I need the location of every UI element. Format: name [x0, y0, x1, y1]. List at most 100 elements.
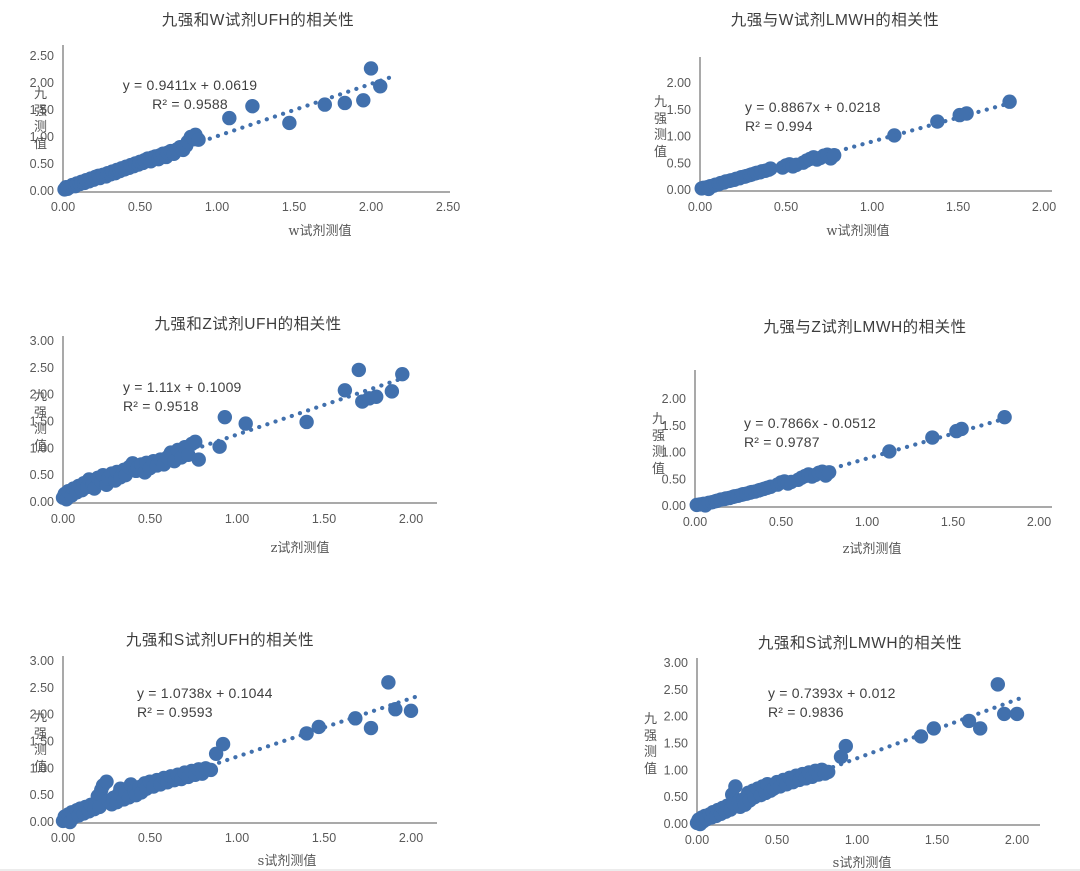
data-point	[212, 439, 227, 454]
y-tick-label: 0.50	[667, 156, 691, 170]
data-point	[838, 738, 853, 754]
data-point	[913, 729, 929, 744]
x-tick-label: 2.00	[1005, 833, 1029, 847]
x-tick-label: 2.00	[399, 831, 423, 845]
scatter-plot-svg: 0.00 0.50 1.00 1.50 2.00 2.50 3.00 0.00 0.50 1.00…	[664, 656, 1040, 847]
scatter-plot-svg: 0.00 0.50 1.00 1.50 2.00 2.50 3.00 0.00 0.50 1.00…	[30, 654, 437, 845]
data-point	[299, 414, 314, 430]
chart-title: 九强和S试剂UFH的相关性	[125, 632, 315, 649]
y-tick-label: 0.00	[662, 499, 686, 513]
x-tick-label: 0.50	[769, 515, 793, 529]
r-squared-text: R² = 0.9787	[744, 434, 820, 450]
data-point	[997, 706, 1012, 722]
x-tick-label: 1.50	[941, 515, 965, 529]
x-tick-label: 0.50	[774, 200, 798, 214]
x-tick-label: 1.00	[855, 515, 879, 529]
chart-title: 九强与Z试剂LMWH的相关性	[763, 319, 967, 336]
y-axis-label: 九强测值	[653, 95, 667, 160]
x-axis-label: w试剂测值	[288, 224, 352, 239]
data-point	[403, 703, 419, 719]
y-axis-label: 九强测值	[33, 87, 47, 152]
x-tick-label: 1.00	[225, 512, 249, 526]
data-point	[1009, 706, 1025, 722]
data-point	[191, 132, 206, 147]
y-tick-label: 0.50	[30, 468, 54, 482]
x-tick-label: 1.00	[860, 200, 884, 214]
x-tick-label: 2.50	[436, 200, 460, 214]
data-point	[222, 110, 237, 126]
data-point	[381, 675, 396, 690]
x-tick-label: 1.50	[282, 200, 306, 214]
data-point	[191, 452, 206, 467]
x-axis-label: z试剂测值	[270, 541, 330, 556]
x-tick-label: 0.00	[51, 200, 75, 214]
scatter-plot-svg: 0.00 0.50 1.00 1.50 2.00 2.50 0.00 0.50 1.00 1.50…	[30, 45, 460, 214]
x-tick-label: 0.00	[685, 833, 709, 847]
r-squared-text: R² = 0.9588	[152, 96, 228, 112]
x-tick-label: 2.00	[359, 200, 383, 214]
r-squared-text: R² = 0.9836	[768, 704, 844, 720]
trendline	[208, 693, 422, 768]
data-point	[1002, 94, 1017, 109]
data-point	[337, 383, 353, 398]
data-point	[728, 779, 743, 794]
y-tick-label: 0.50	[30, 157, 54, 171]
data-point	[351, 362, 366, 378]
data-point	[373, 79, 388, 94]
y-tick-label: 1.50	[667, 103, 691, 117]
y-tick-label: 3.00	[664, 656, 688, 670]
x-tick-label: 0.50	[765, 833, 789, 847]
data-point	[356, 93, 371, 108]
x-tick-label: 0.50	[138, 512, 162, 526]
x-tick-label: 1.00	[205, 200, 229, 214]
x-tick-label: 0.00	[688, 200, 712, 214]
y-tick-label: 2.50	[664, 683, 688, 697]
x-tick-label: 1.00	[225, 831, 249, 845]
y-tick-label: 2.50	[30, 361, 54, 375]
chart-panel-s-lmwh: 0.00 0.50 1.00 1.50 2.00 2.50 3.00 0.00 0.50 1.00…	[540, 598, 1080, 871]
trendline	[830, 694, 1028, 770]
data-point	[217, 409, 233, 425]
equation-text: y = 1.0738x + 0.1044	[137, 685, 273, 701]
trendline-equation: y = 0.8867x + 0.0218 R² = 0.994	[745, 98, 881, 136]
trendline-equation: y = 0.7866x - 0.0512 R² = 0.9787	[744, 414, 876, 452]
r-squared-text: R² = 0.9518	[123, 398, 199, 414]
y-tick-label: 0.00	[30, 184, 54, 198]
equation-text: y = 0.7393x + 0.012	[768, 685, 896, 701]
data-point	[299, 726, 314, 741]
data-point	[99, 774, 114, 789]
y-tick-label: 2.00	[30, 76, 54, 90]
y-tick-label: 1.00	[30, 441, 54, 455]
y-axis-label: 九强测值	[33, 389, 47, 454]
x-tick-label: 1.50	[946, 200, 970, 214]
x-tick-label: 1.50	[925, 833, 949, 847]
y-tick-label: 0.50	[662, 472, 686, 486]
data-point	[245, 99, 260, 114]
chart-panel-w-lmwh: 0.00 0.50 1.00 1.50 2.00 0.00 0.50 1.00 1.50 2.00…	[540, 0, 1080, 258]
data-point	[833, 749, 849, 765]
trendline	[199, 75, 392, 144]
x-tick-label: 0.00	[683, 515, 707, 529]
data-point	[363, 720, 379, 736]
trendline	[200, 373, 414, 449]
y-tick-label: 1.00	[664, 763, 688, 777]
data-point	[990, 677, 1005, 692]
data-point	[973, 721, 988, 736]
data-point	[363, 61, 379, 76]
data-point	[961, 713, 977, 729]
equation-text: y = 0.8867x + 0.0218	[745, 99, 881, 115]
scatter-plot-svg: 0.00 0.50 1.00 1.50 2.00 0.00 0.50 1.00 1.50 2.00	[667, 57, 1056, 214]
y-tick-label: 1.50	[30, 414, 54, 428]
data-point	[337, 95, 353, 111]
x-tick-label: 0.50	[138, 831, 162, 845]
scatter-plot-svg: 0.00 0.50 1.00 1.50 2.00 0.00 0.50 1.00 1.50 2.00	[662, 370, 1052, 529]
trendline-equation: y = 0.7393x + 0.012 R² = 0.9836	[768, 684, 896, 722]
y-tick-label: 0.50	[664, 790, 688, 804]
y-tick-label: 1.00	[667, 130, 691, 144]
x-tick-label: 2.00	[1027, 515, 1051, 529]
x-axis-label: s试剂测值	[257, 854, 317, 869]
y-tick-label: 2.00	[30, 388, 54, 402]
x-axis-label: s试剂测值	[832, 856, 892, 871]
y-tick-label: 3.00	[30, 654, 54, 668]
